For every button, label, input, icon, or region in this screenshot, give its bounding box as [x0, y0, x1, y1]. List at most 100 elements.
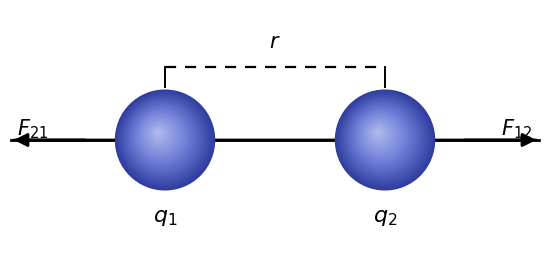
Ellipse shape [348, 102, 419, 174]
Ellipse shape [360, 115, 402, 157]
Text: $r$: $r$ [269, 32, 281, 52]
Ellipse shape [120, 94, 209, 184]
Ellipse shape [146, 121, 173, 148]
Ellipse shape [123, 98, 204, 179]
Text: $q_2$: $q_2$ [373, 208, 397, 228]
Ellipse shape [125, 100, 201, 176]
Ellipse shape [142, 117, 178, 153]
Ellipse shape [123, 97, 205, 180]
Ellipse shape [362, 117, 398, 153]
Ellipse shape [145, 120, 175, 150]
Ellipse shape [350, 105, 415, 170]
Ellipse shape [375, 130, 381, 136]
Ellipse shape [370, 125, 388, 143]
Ellipse shape [359, 114, 402, 157]
Ellipse shape [136, 111, 186, 161]
Ellipse shape [151, 126, 166, 141]
Ellipse shape [367, 122, 392, 147]
Ellipse shape [336, 91, 433, 189]
Ellipse shape [348, 103, 417, 173]
Ellipse shape [139, 114, 182, 157]
Ellipse shape [353, 107, 412, 167]
Ellipse shape [358, 112, 405, 160]
Ellipse shape [359, 113, 403, 158]
Text: $q_1$: $q_1$ [153, 208, 177, 228]
Ellipse shape [356, 111, 406, 161]
Ellipse shape [146, 120, 174, 149]
Ellipse shape [125, 99, 202, 178]
Ellipse shape [133, 107, 192, 167]
Ellipse shape [338, 93, 431, 186]
Ellipse shape [342, 97, 426, 181]
Ellipse shape [344, 99, 423, 178]
Ellipse shape [371, 126, 386, 141]
Ellipse shape [156, 131, 160, 134]
Ellipse shape [339, 94, 430, 185]
Ellipse shape [116, 91, 213, 189]
Ellipse shape [376, 131, 380, 134]
Text: $F_{12}$: $F_{12}$ [502, 117, 532, 141]
Ellipse shape [354, 109, 410, 165]
Ellipse shape [364, 118, 397, 152]
Ellipse shape [364, 119, 395, 151]
Ellipse shape [369, 124, 389, 144]
Ellipse shape [336, 90, 434, 190]
Ellipse shape [131, 106, 194, 169]
Ellipse shape [350, 104, 416, 171]
Ellipse shape [118, 93, 211, 186]
Ellipse shape [358, 113, 404, 159]
Ellipse shape [139, 113, 183, 158]
Ellipse shape [365, 120, 395, 150]
Ellipse shape [121, 96, 207, 182]
Ellipse shape [363, 118, 398, 153]
Ellipse shape [157, 132, 158, 134]
Ellipse shape [341, 96, 427, 182]
Ellipse shape [141, 116, 179, 155]
Ellipse shape [345, 100, 421, 176]
Ellipse shape [134, 109, 189, 164]
Ellipse shape [124, 99, 203, 178]
Ellipse shape [349, 104, 416, 172]
Ellipse shape [133, 108, 191, 166]
Ellipse shape [116, 90, 214, 190]
Ellipse shape [373, 128, 384, 139]
Ellipse shape [134, 109, 190, 165]
Ellipse shape [372, 127, 385, 140]
Ellipse shape [353, 108, 411, 166]
Ellipse shape [153, 128, 164, 139]
Ellipse shape [152, 127, 165, 140]
Ellipse shape [151, 125, 167, 142]
Ellipse shape [129, 104, 196, 172]
Ellipse shape [374, 129, 382, 137]
Ellipse shape [138, 113, 184, 159]
Ellipse shape [340, 94, 429, 184]
Ellipse shape [366, 121, 393, 148]
Ellipse shape [345, 99, 422, 178]
Ellipse shape [117, 92, 213, 188]
Ellipse shape [154, 129, 162, 137]
Ellipse shape [150, 125, 168, 143]
Ellipse shape [354, 109, 409, 164]
Ellipse shape [143, 118, 178, 153]
Ellipse shape [155, 130, 161, 136]
Ellipse shape [144, 118, 177, 152]
Ellipse shape [368, 123, 390, 145]
Ellipse shape [356, 111, 407, 162]
Ellipse shape [119, 94, 210, 185]
Ellipse shape [122, 97, 206, 181]
Ellipse shape [128, 103, 197, 173]
Ellipse shape [120, 95, 208, 183]
Ellipse shape [135, 110, 188, 163]
Ellipse shape [361, 116, 399, 155]
Ellipse shape [351, 106, 414, 169]
Ellipse shape [351, 106, 412, 168]
Ellipse shape [371, 125, 387, 142]
Ellipse shape [153, 128, 163, 138]
Ellipse shape [126, 101, 200, 176]
Ellipse shape [147, 122, 172, 147]
Ellipse shape [149, 124, 169, 144]
Ellipse shape [138, 112, 185, 160]
Ellipse shape [377, 132, 378, 134]
Ellipse shape [144, 119, 175, 151]
Ellipse shape [373, 128, 383, 138]
